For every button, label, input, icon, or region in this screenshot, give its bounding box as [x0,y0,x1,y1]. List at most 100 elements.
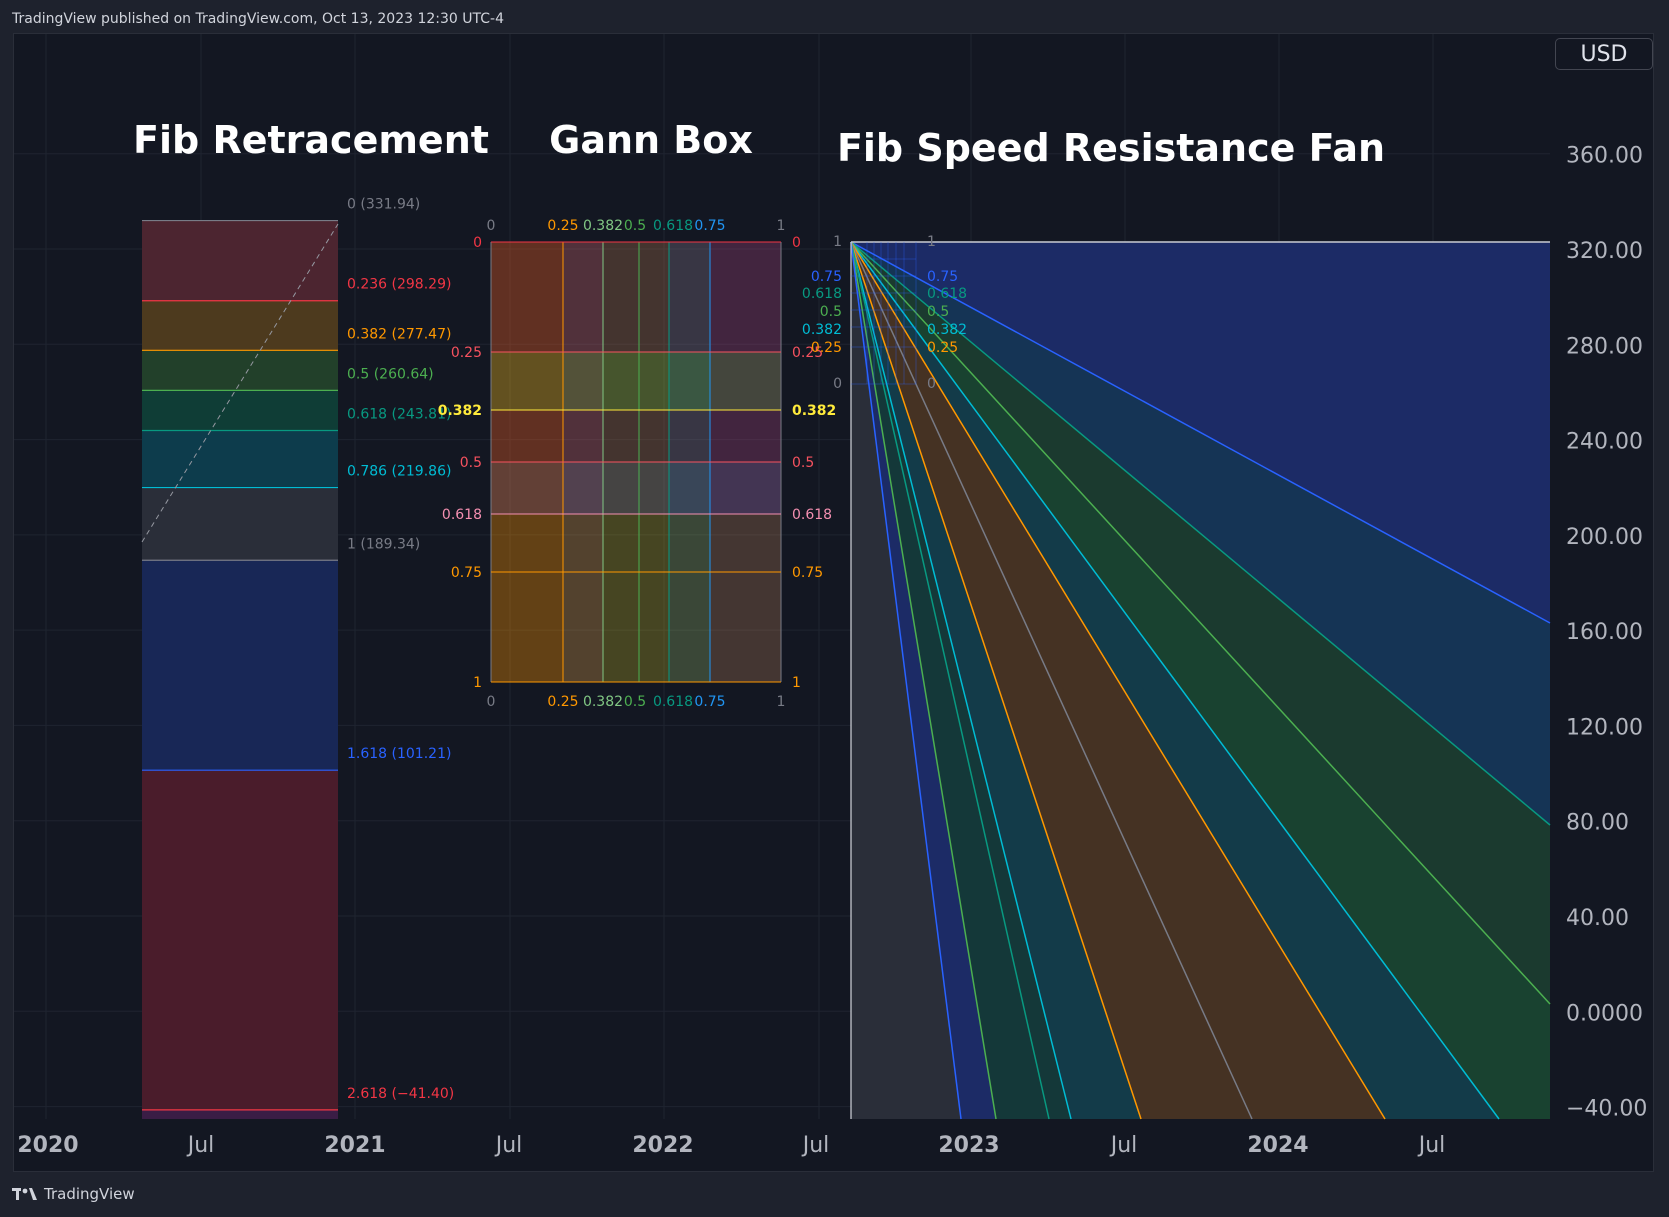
gann-row-fill [491,242,781,352]
time-tick-label: 2020 [17,1133,78,1158]
price-tick-label: 200.00 [1566,525,1643,550]
fan-time-label: 0.618 [927,286,967,302]
time-tick-label: Jul [1109,1133,1138,1158]
fan-ray-line[interactable] [850,241,1142,1120]
fan-time-label: 1 [927,234,936,250]
chart-pane[interactable]: Fib Retracement 0 (331.94) 0.236 (298.29)… [13,33,1654,1172]
gann-time-label-top: 0.618 [653,218,693,234]
gann-price-label-right: 0 [792,235,801,251]
gann-price-label-right: 0.618 [792,507,832,523]
fan-price-label-left: 1 [833,234,842,250]
fan-ray-line[interactable] [850,241,1386,1120]
gann-time-label-bottom: 0.618 [653,694,693,710]
price-axis[interactable]: 400.00360.00320.00280.00240.00200.00160.… [1566,48,1647,1121]
time-axis[interactable]: 2020 Jul 2021 Jul 2022 Jul 2023 Jul 2024 Jul [17,1133,1445,1158]
fib-speed-fan-drawing[interactable]: Fib Speed Resistance Fan 1 10.75 0.750.618… [802,126,1551,1120]
gann-time-label-bottom: 0.25 [547,694,578,710]
fib-retracement-level-label: 0.236 (298.29) [347,277,451,293]
fib-retracement-level-label: 0 (331.94) [347,197,420,213]
time-tick-label: 2022 [632,1133,693,1158]
price-tick-label: −40.00 [1566,1097,1647,1122]
gann-price-label-right: 0.5 [792,455,814,471]
gann-price-label-right: 0.75 [792,565,823,581]
gann-time-label-top: 0 [487,218,496,234]
fib-retracement-level-label: 0.382 (277.47) [347,326,451,342]
fan-price-label-left: 0.382 [802,322,842,338]
gann-row-fill [491,572,781,682]
gann-price-label-left: 0.25 [451,345,482,361]
fib-retracement-band [142,350,338,391]
fib-retracement-level-label: 1.618 (101.21) [347,746,451,762]
time-tick-label: Jul [1417,1133,1446,1158]
fan-ray-line[interactable] [850,241,1551,624]
fan-price-label-left: 0.25 [811,340,842,356]
fib-retracement-band [142,770,338,1110]
gann-time-label-top: 0.75 [694,218,725,234]
time-tick-label: Jul [494,1133,523,1158]
gann-price-label-right: 1 [792,675,801,691]
fan-time-label: 0.25 [927,340,958,356]
gann-row-fill [491,352,781,410]
chart-canvas[interactable]: Fib Retracement 0 (331.94) 0.236 (298.29)… [14,34,1653,1171]
fan-time-label: 0.382 [927,322,967,338]
fib-retracement-band [142,1109,338,1119]
footer-brand-label: TradingView [44,1185,135,1203]
fan-ray-line[interactable] [850,241,997,1120]
gann-row-fill [491,410,781,462]
fan-ray-line[interactable] [850,241,1551,1005]
fib-retracement-band [142,390,338,431]
fan-ray-line[interactable] [850,241,1050,1120]
fib-retracement-level-label: 2.618 (−41.40) [347,1086,454,1102]
fan-ray-line[interactable] [850,241,1551,826]
fan-ray-line[interactable] [850,241,962,1120]
fib-retracement-level-label: 0.618 (243.81) [347,406,451,422]
fan-time-label: 0.5 [927,304,949,320]
fib-retracement-band [142,487,338,561]
time-tick-label: 2023 [938,1133,999,1158]
fan-price-label-left: 0.5 [820,304,842,320]
fib-retracement-band [142,560,338,771]
fan-time-label: 0.75 [927,269,958,285]
fib-retracement-band [142,220,338,301]
price-tick-label: 240.00 [1566,430,1643,455]
gann-time-label-top: 0.382 [583,218,623,234]
published-info: TradingView published on TradingView.com… [12,11,504,27]
fib-retracement-band [142,300,338,351]
fan-band-fill [851,242,1550,1119]
gann-time-label-top: 0.25 [547,218,578,234]
time-tick-label: 2024 [1247,1133,1308,1158]
fan-ray-line[interactable] [850,241,1500,1120]
gann-time-label-top: 1 [777,218,786,234]
gann-price-label-left: 0.75 [451,565,482,581]
price-tick-label: 280.00 [1566,334,1643,359]
gann-box-title: Gann Box [549,118,753,162]
gann-time-label-bottom: 1 [777,694,786,710]
fan-ray-line[interactable] [850,241,1253,1120]
time-tick-label: Jul [801,1133,830,1158]
gann-price-label-left: 0.618 [442,507,482,523]
time-tick-label: 2021 [324,1133,385,1158]
fan-price-label-left: 0 [833,376,842,392]
price-tick-label: 360.00 [1566,144,1643,169]
gann-price-label-right: 0.382 [792,403,836,419]
gann-price-label-left: 1 [473,675,482,691]
fan-price-label-left: 0.618 [802,286,842,302]
footer-brand[interactable]: TradingView [12,1182,135,1206]
gann-price-label-left: 0.382 [438,403,482,419]
price-tick-label: 320.00 [1566,239,1643,264]
fan-time-label: 0 [927,376,936,392]
gann-box-drawing[interactable]: Gann Box 000.250.250.3820.3820.50.50.618… [438,118,837,710]
gann-time-label-bottom: 0 [487,694,496,710]
fan-price-label-left: 0.75 [811,269,842,285]
price-tick-label: 120.00 [1566,715,1643,740]
time-tick-label: Jul [186,1133,215,1158]
fib-retracement-title: Fib Retracement [133,118,489,162]
price-tick-label: 0.0000 [1566,1001,1643,1026]
gann-time-label-bottom: 0.5 [624,694,646,710]
fan-ray-line[interactable] [850,241,1072,1120]
gann-row-fill [491,514,781,572]
tradingview-logo-icon [12,1188,37,1200]
currency-button[interactable]: USD [1555,38,1653,70]
gann-time-label-bottom: 0.382 [583,694,623,710]
fib-retracement-drawing[interactable]: Fib Retracement 0 (331.94) 0.236 (298.29)… [133,118,489,1119]
